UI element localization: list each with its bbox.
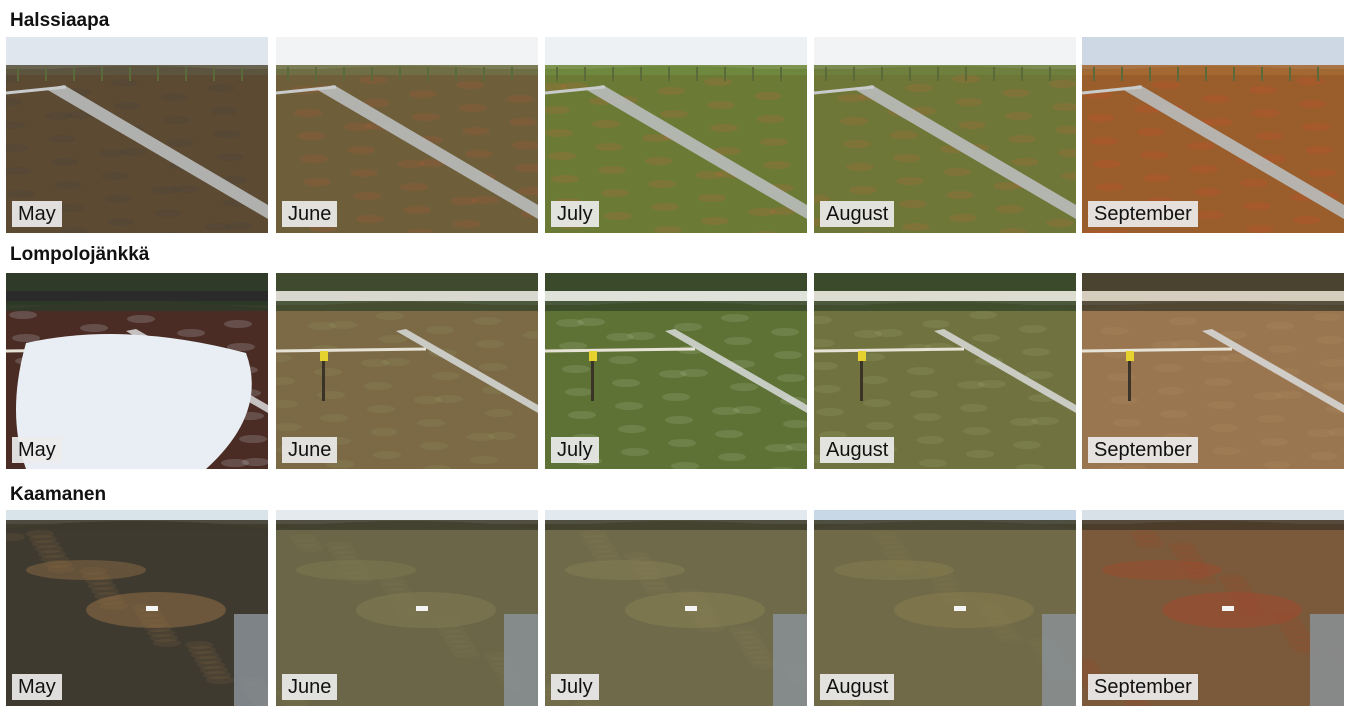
site-title-lompolojankka: Lompolojänkkä — [10, 244, 150, 265]
month-label: September — [1088, 437, 1198, 463]
photo-row-lompolojankka: May June July August September — [6, 273, 1344, 469]
photo-hummocks-september: September — [1082, 510, 1344, 706]
month-label: July — [551, 674, 599, 700]
landscape-photo — [6, 273, 268, 469]
photo-boardwalk-july: July — [545, 37, 807, 233]
photo-boardwalk-september: September — [1082, 37, 1344, 233]
photo-fen-july: July — [545, 273, 807, 469]
month-label: June — [282, 674, 338, 700]
landscape-photo — [814, 273, 1076, 469]
month-label: July — [551, 201, 599, 227]
landscape-photo — [276, 37, 538, 233]
photo-hummocks-august: August — [814, 510, 1076, 706]
photo-boardwalk-august: August — [814, 37, 1076, 233]
month-label: June — [282, 201, 338, 227]
month-label: August — [820, 437, 895, 463]
photo-row-halssiaapa: May June July August September — [6, 37, 1344, 233]
photo-row-kaamanen: May June July August September — [6, 510, 1344, 706]
landscape-photo — [545, 273, 807, 469]
photo-fen-may: May — [6, 273, 268, 469]
month-label: July — [551, 437, 599, 463]
month-label: June — [282, 437, 338, 463]
site-title-kaamanen: Kaamanen — [10, 484, 107, 505]
photo-hummocks-may: May — [6, 510, 268, 706]
month-label: August — [820, 201, 895, 227]
month-label: May — [12, 674, 62, 700]
photo-boardwalk-june: June — [276, 37, 538, 233]
landscape-photo — [814, 37, 1076, 233]
photo-fen-august: August — [814, 273, 1076, 469]
site-title-halssiaapa: Halssiaapa — [10, 10, 110, 31]
photo-fen-september: September — [1082, 273, 1344, 469]
photo-hummocks-july: July — [545, 510, 807, 706]
landscape-photo — [814, 510, 1076, 706]
month-label: May — [12, 201, 62, 227]
month-label: May — [12, 437, 62, 463]
landscape-photo — [1082, 37, 1344, 233]
landscape-photo — [545, 510, 807, 706]
month-label: September — [1088, 674, 1198, 700]
month-label: September — [1088, 201, 1198, 227]
landscape-photo — [1082, 510, 1344, 706]
landscape-photo — [276, 510, 538, 706]
landscape-photo — [276, 273, 538, 469]
landscape-photo — [6, 510, 268, 706]
month-label: August — [820, 674, 895, 700]
photo-hummocks-june: June — [276, 510, 538, 706]
photo-boardwalk-may: May — [6, 37, 268, 233]
landscape-photo — [1082, 273, 1344, 469]
landscape-photo — [6, 37, 268, 233]
photo-fen-june: June — [276, 273, 538, 469]
